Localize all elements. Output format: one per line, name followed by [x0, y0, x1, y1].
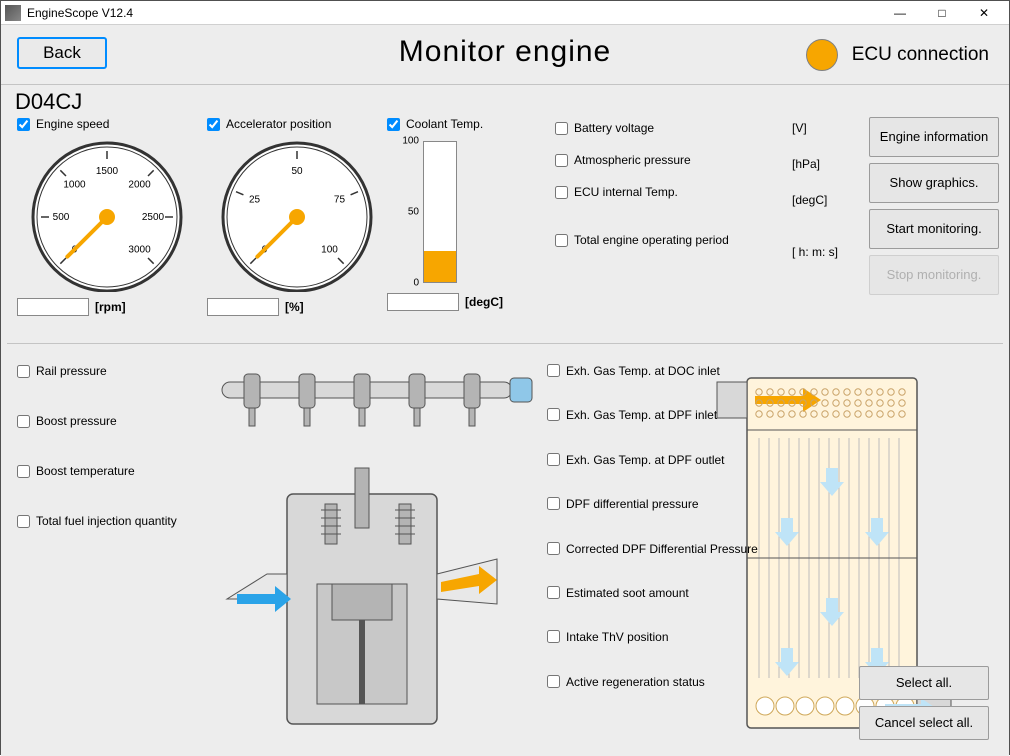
param-unit: [hPa]: [792, 157, 862, 175]
engine-speed-checkbox[interactable]: Engine speed: [17, 117, 197, 131]
param-unit: [ h: m: s]: [792, 245, 862, 263]
back-button[interactable]: Back: [17, 37, 107, 69]
window-title: EngineScope V12.4: [27, 6, 133, 20]
svg-text:2000: 2000: [128, 179, 151, 190]
cancel-select-all-button[interactable]: Cancel select all.: [859, 706, 989, 740]
stop-monitoring-button: Stop monitoring.: [869, 255, 999, 295]
accelerator-value: [207, 298, 279, 316]
coolant-value: [387, 293, 459, 311]
ecu-status-label: ECU connection: [852, 44, 989, 66]
svg-text:2500: 2500: [142, 212, 165, 223]
engine-info-button[interactable]: Engine information: [869, 117, 999, 157]
param-checkbox[interactable]: Exh. Gas Temp. at DPF outlet: [547, 453, 767, 467]
param-checkbox[interactable]: Estimated soot amount: [547, 586, 767, 600]
svg-text:1000: 1000: [63, 179, 86, 190]
param-checkbox[interactable]: Intake ThV position: [547, 630, 767, 644]
engine-id: D04CJ: [15, 89, 82, 115]
coolant-gauge: 050100: [393, 137, 503, 287]
param-checkbox[interactable]: DPF differential pressure: [547, 497, 767, 511]
param-checkbox[interactable]: Corrected DPF Differential Pressure: [547, 542, 767, 556]
engine-speed-gauge: 050010001500200025003000: [27, 137, 187, 292]
fuel-rail-diagram: [202, 358, 542, 438]
start-monitoring-button[interactable]: Start monitoring.: [869, 209, 999, 249]
accelerator-gauge: 0255075100: [217, 137, 377, 292]
param-unit: [V]: [792, 121, 862, 139]
param-unit: [degC]: [792, 193, 862, 211]
svg-text:3000: 3000: [128, 245, 151, 256]
minimize-button[interactable]: ―: [879, 1, 921, 25]
svg-text:50: 50: [291, 166, 303, 177]
param-checkbox[interactable]: Rail pressure: [17, 364, 187, 378]
engine-diagram: [197, 454, 537, 744]
param-checkbox[interactable]: Total fuel injection quantity: [17, 514, 187, 528]
param-checkbox[interactable]: Exh. Gas Temp. at DPF inlet: [547, 408, 767, 422]
accelerator-checkbox[interactable]: Accelerator position: [207, 117, 387, 131]
param-checkbox[interactable]: Atmospheric pressure: [555, 153, 775, 167]
svg-text:100: 100: [321, 245, 338, 256]
show-graphics-button[interactable]: Show graphics.: [869, 163, 999, 203]
maximize-button[interactable]: □: [921, 1, 963, 25]
param-checkbox[interactable]: Boost pressure: [17, 414, 187, 428]
close-button[interactable]: ✕: [963, 1, 1005, 25]
param-checkbox[interactable]: Active regeneration status: [547, 675, 767, 689]
param-checkbox[interactable]: Exh. Gas Temp. at DOC inlet: [547, 364, 767, 378]
param-checkbox[interactable]: ECU internal Temp.: [555, 185, 775, 199]
svg-text:1500: 1500: [96, 166, 119, 177]
svg-text:500: 500: [53, 212, 70, 223]
page-title: Monitor engine: [399, 35, 611, 69]
engine-speed-value: [17, 298, 89, 316]
svg-text:75: 75: [334, 194, 346, 205]
param-checkbox[interactable]: Total engine operating period: [555, 233, 775, 247]
svg-text:25: 25: [249, 194, 261, 205]
app-icon: [5, 5, 21, 21]
ecu-status-dot: [806, 39, 838, 71]
param-checkbox[interactable]: Battery voltage: [555, 121, 775, 135]
select-all-button[interactable]: Select all.: [859, 666, 989, 700]
coolant-checkbox[interactable]: Coolant Temp.: [387, 117, 537, 131]
param-checkbox[interactable]: Boost temperature: [17, 464, 187, 478]
